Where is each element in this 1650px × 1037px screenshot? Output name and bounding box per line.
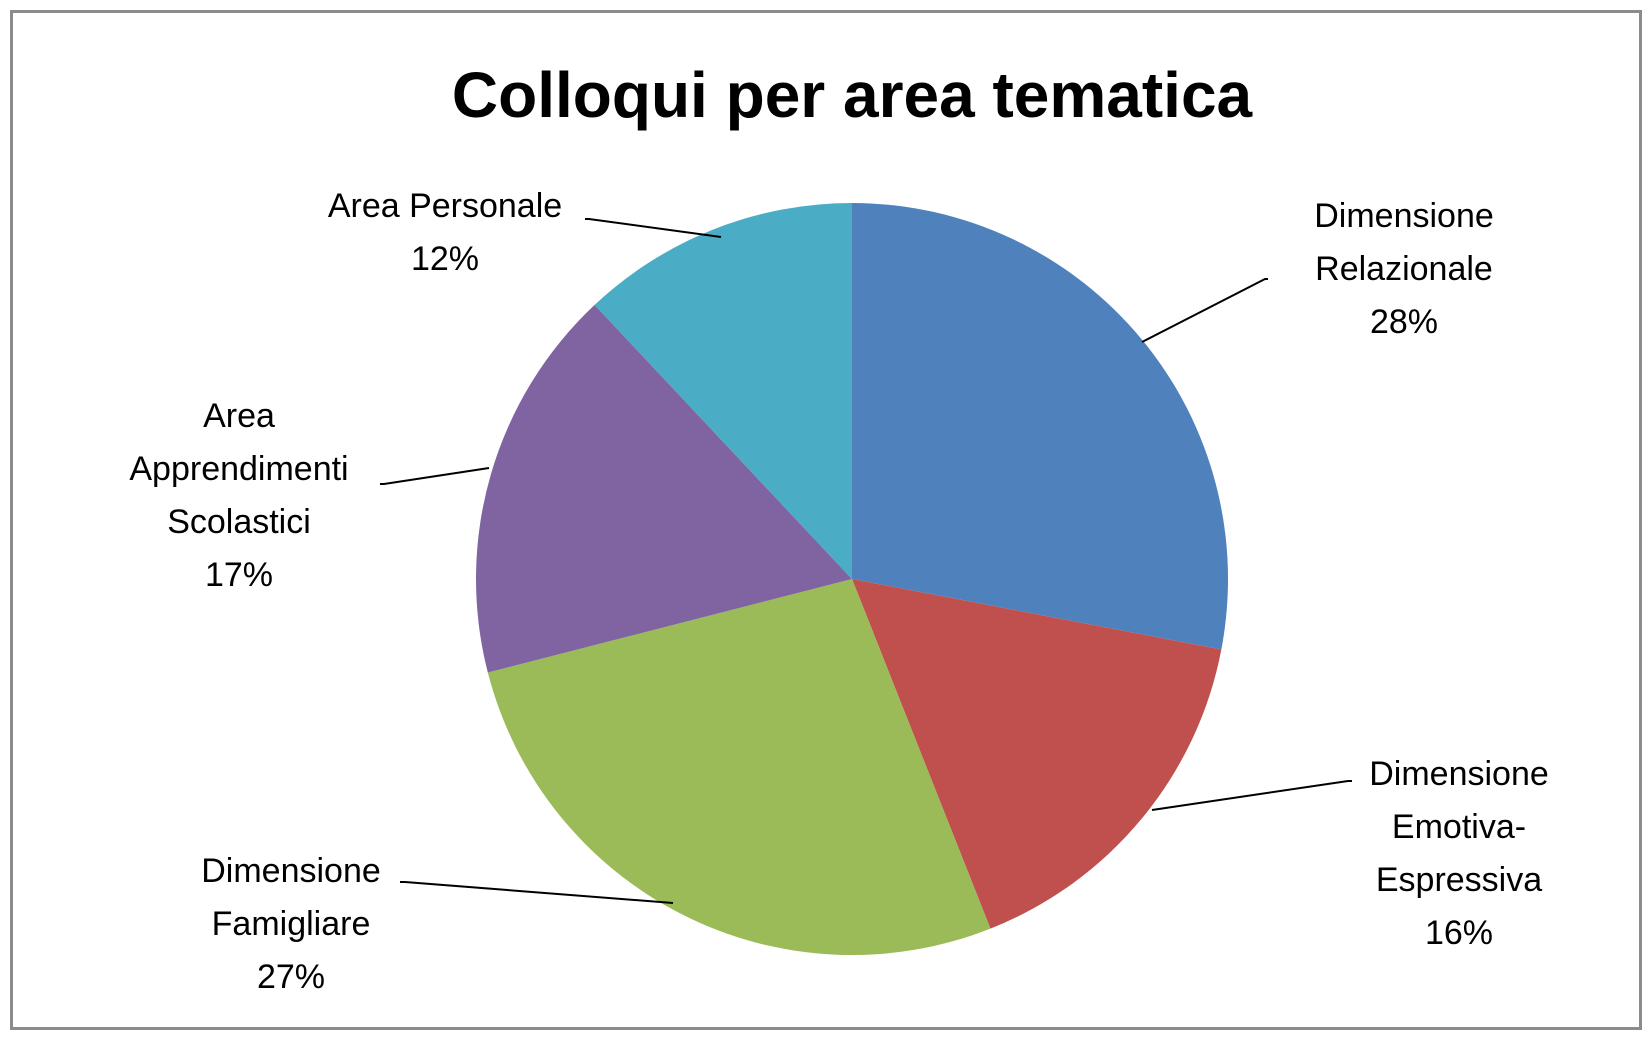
- value-label: 16%: [1424, 914, 1494, 952]
- slices: [476, 203, 1228, 955]
- slice-label: Area Personale 12%: [295, 180, 595, 286]
- chart-title: Colloqui per area tematica: [452, 59, 1253, 131]
- category-label: Area Apprendimenti Scolastici: [129, 397, 349, 541]
- leader-line: [1141, 278, 1268, 343]
- leader-line: [400, 881, 674, 904]
- value-label: 27%: [256, 958, 326, 996]
- category-label: Area Personale: [327, 187, 563, 225]
- slice-label: Dimensione Relazionale 28%: [1284, 190, 1524, 349]
- slice-label: Dimensione Famigliare 27%: [171, 845, 411, 1004]
- slice-label: Area Apprendimenti Scolastici 17%: [94, 390, 384, 602]
- category-label: Dimensione Famigliare: [201, 852, 381, 943]
- value-label: 12%: [410, 240, 480, 278]
- slice-label: Dimensione Emotiva-Espressiva 16%: [1347, 748, 1572, 960]
- pie-slice: [594, 203, 852, 579]
- leader-line: [585, 218, 722, 238]
- category-label: Dimensione Emotiva-Espressiva: [1369, 755, 1549, 899]
- chart-frame: [10, 10, 1642, 1030]
- category-label: Dimensione Relazionale: [1314, 197, 1494, 288]
- pie-slice: [487, 579, 991, 955]
- value-label: 17%: [204, 556, 274, 594]
- leader-line: [380, 467, 490, 485]
- pie-slice: [476, 304, 852, 673]
- leader-line: [1151, 780, 1352, 811]
- pie-slice: [852, 579, 1222, 929]
- value-label: 28%: [1369, 303, 1439, 341]
- leader-lines: [380, 218, 1352, 904]
- pie-slice: [852, 203, 1228, 650]
